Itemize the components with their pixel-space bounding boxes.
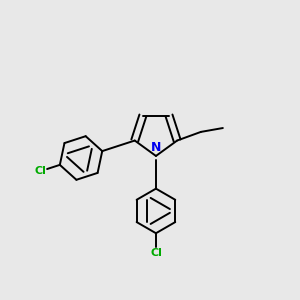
Text: Cl: Cl <box>35 166 47 176</box>
Text: N: N <box>151 141 161 154</box>
Text: Cl: Cl <box>150 248 162 258</box>
